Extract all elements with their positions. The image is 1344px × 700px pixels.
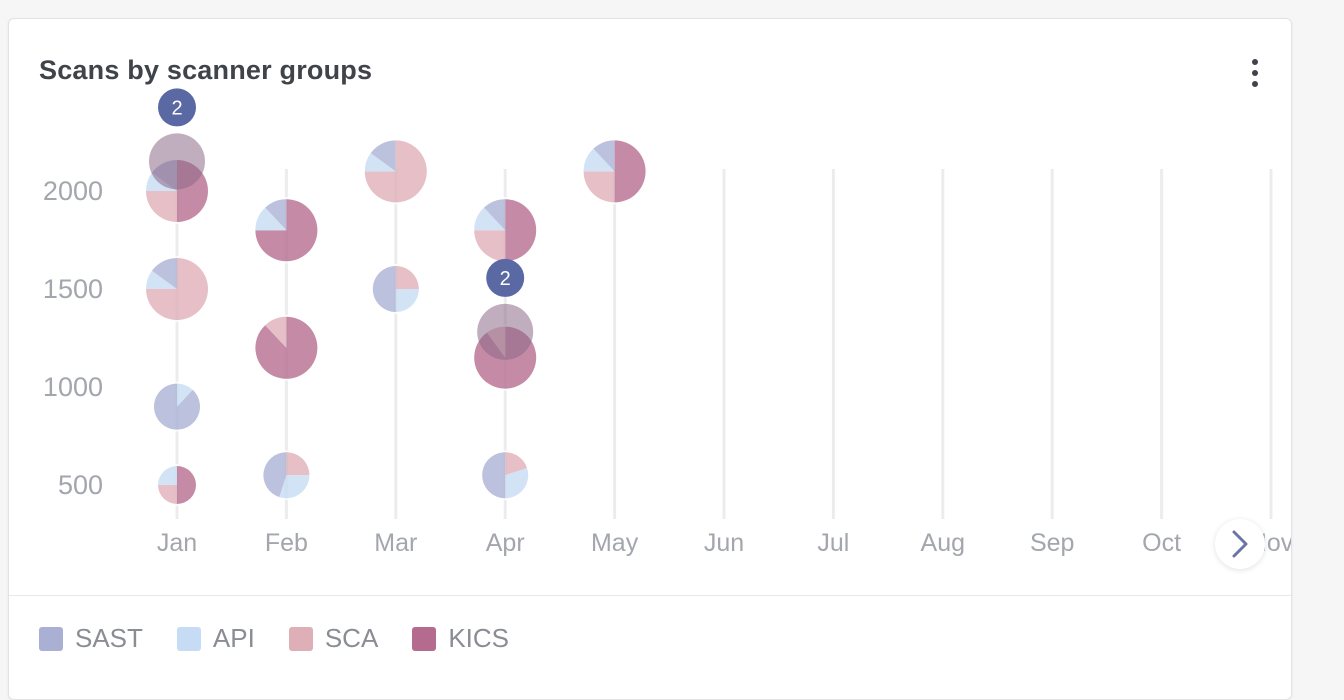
cluster-count-badge (486, 258, 525, 297)
pie-slice-api (255, 207, 287, 231)
pie-point[interactable] (253, 197, 320, 264)
pie-slice-sast (370, 140, 396, 172)
legend-swatch (176, 626, 201, 651)
scroll-next-button[interactable] (1215, 519, 1265, 569)
pie-slice-sast (263, 452, 287, 498)
x-tick-label: Mar (374, 529, 417, 557)
pie-point[interactable] (152, 381, 202, 432)
legend-swatch (39, 626, 63, 651)
y-tick-label: 2000 (43, 176, 103, 206)
x-tick-label: Jul (817, 529, 849, 557)
pie-slice-sca (158, 485, 177, 504)
pie-slice-api (364, 153, 396, 172)
cluster-stack (149, 133, 205, 190)
pie-slice-api (279, 475, 310, 499)
pie-slice-api (583, 148, 615, 172)
x-tick-label: Oct (1142, 529, 1181, 557)
chart-card: Scans by scanner groups 2000 1500 1000 500 … (8, 18, 1292, 700)
pie-slice-sca (265, 316, 287, 348)
pie-point[interactable] (144, 256, 210, 322)
legend-label: SAST (75, 623, 143, 653)
legend-item-api[interactable]: API (176, 623, 255, 654)
pie-slice-sca (395, 266, 419, 289)
pie-slice-api (177, 383, 193, 407)
x-tick-label: Sep (1030, 529, 1074, 557)
chart-legend: SAST API SCA KICS (39, 623, 543, 654)
pie-slice-sast (151, 258, 177, 289)
legend-label: KICS (448, 623, 509, 653)
legend-label: SCA (324, 623, 379, 653)
cluster-count-badge (158, 88, 196, 127)
y-axis-ticks: 2000 1500 1000 500 (43, 176, 103, 500)
chevron-right-icon (1232, 530, 1248, 558)
kebab-menu-icon[interactable] (1245, 57, 1265, 89)
pie-slice-sast (593, 140, 615, 172)
x-tick-label: Feb (265, 529, 308, 557)
pie-point[interactable] (581, 138, 648, 205)
pie-slice-api (146, 270, 177, 289)
gridlines (175, 169, 1273, 519)
scatter-pie-chart: 2000 1500 1000 500 Jan Feb Mar Apr May Jun Jul Aug… (43, 88, 1291, 557)
x-tick-label: Jun (704, 529, 744, 557)
pie-slice-sca (583, 171, 615, 203)
legend-item-sast[interactable]: SAST (39, 623, 143, 654)
pie-slice-kics (505, 199, 537, 262)
pie-slice-sast (154, 383, 201, 430)
pie-point[interactable] (370, 264, 421, 314)
x-tick-label: Apr (486, 529, 525, 557)
pie-point[interactable] (261, 450, 312, 501)
legend-label: API (212, 623, 255, 653)
chart-title: Scans by scanner groups (39, 55, 373, 85)
legend-item-sca[interactable]: SCA (288, 623, 379, 654)
pie-point[interactable] (362, 138, 429, 205)
x-tick-label: Aug (921, 529, 965, 557)
pie-slice-sast (265, 199, 287, 231)
pie-slice-sast (482, 452, 506, 499)
pie-slice-sca (505, 452, 528, 476)
pie-point[interactable] (480, 450, 531, 501)
pie-slice-kics (614, 140, 646, 203)
legend-divider (9, 595, 1291, 596)
cluster-marker[interactable]: 2 (477, 258, 534, 360)
cluster-count: 2 (500, 268, 511, 290)
cluster-marker[interactable]: 2 (149, 88, 205, 190)
pie-slice-kics (177, 466, 196, 504)
pie-slice-api (505, 468, 529, 499)
pie-slice-sast (483, 199, 506, 231)
x-tick-label: May (591, 529, 639, 557)
y-tick-label: 1000 (43, 372, 103, 402)
pie-point[interactable] (253, 314, 320, 381)
x-tick-label: Jan (157, 529, 197, 557)
pie-slice-sca (474, 230, 506, 262)
y-tick-label: 1500 (43, 274, 103, 304)
pie-slice-api (395, 289, 419, 312)
pie-slice-sast (372, 266, 396, 312)
legend-swatch (288, 626, 313, 651)
pie-point[interactable] (472, 197, 539, 264)
pie-slice-kics (255, 199, 318, 262)
pie-point[interactable] (156, 464, 198, 506)
pie-slice-sca (146, 191, 177, 222)
clusters: 22 (149, 88, 534, 360)
cluster-stack (477, 303, 534, 360)
legend-swatch (412, 626, 437, 651)
pie-slice-api (158, 466, 177, 485)
x-axis-ticks: Jan Feb Mar Apr May Jun Jul Aug Sep Oct Nov (157, 529, 1291, 557)
pie-slice-sca (286, 452, 310, 476)
legend-item-kics[interactable]: KICS (412, 623, 509, 654)
pie-slice-api (474, 207, 506, 231)
cluster-count: 2 (171, 97, 182, 119)
y-tick-label: 500 (58, 470, 103, 500)
